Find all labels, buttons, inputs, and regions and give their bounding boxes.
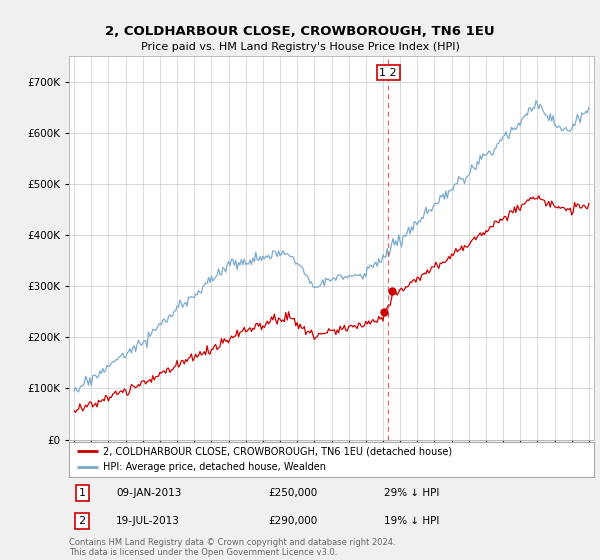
Text: 2, COLDHARBOUR CLOSE, CROWBOROUGH, TN6 1EU: 2, COLDHARBOUR CLOSE, CROWBOROUGH, TN6 1… <box>105 25 495 38</box>
Text: HPI: Average price, detached house, Wealden: HPI: Average price, detached house, Weal… <box>103 463 326 473</box>
Text: 19-JUL-2013: 19-JUL-2013 <box>116 516 180 526</box>
Text: 19% ↓ HPI: 19% ↓ HPI <box>384 516 439 526</box>
Text: 09-JAN-2013: 09-JAN-2013 <box>116 488 182 498</box>
Text: Price paid vs. HM Land Registry's House Price Index (HPI): Price paid vs. HM Land Registry's House … <box>140 42 460 52</box>
Text: Contains HM Land Registry data © Crown copyright and database right 2024.
This d: Contains HM Land Registry data © Crown c… <box>69 538 395 557</box>
Text: 2, COLDHARBOUR CLOSE, CROWBOROUGH, TN6 1EU (detached house): 2, COLDHARBOUR CLOSE, CROWBOROUGH, TN6 1… <box>103 446 452 456</box>
Text: £250,000: £250,000 <box>269 488 318 498</box>
Text: 1 2: 1 2 <box>379 68 397 77</box>
Text: 2: 2 <box>79 516 86 526</box>
Text: 29% ↓ HPI: 29% ↓ HPI <box>384 488 439 498</box>
Text: 1: 1 <box>79 488 86 498</box>
Text: £290,000: £290,000 <box>269 516 318 526</box>
